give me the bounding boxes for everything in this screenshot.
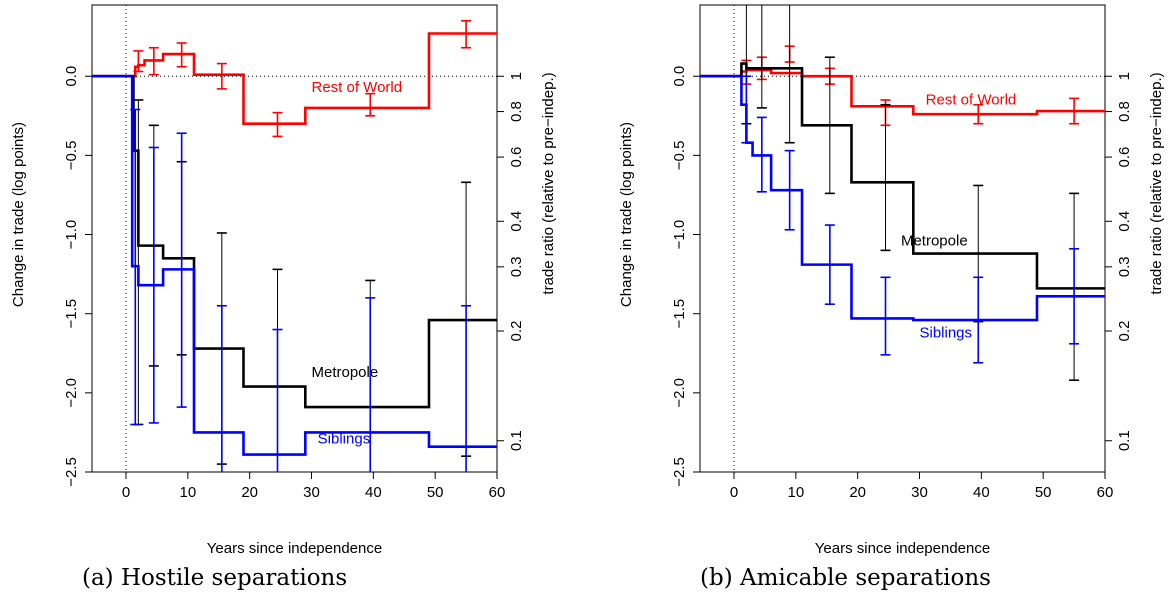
caption-panel-b: (b) Amicable separations: [700, 565, 991, 591]
errorbar-siblings: [176, 132, 187, 408]
errorbar-siblings: [148, 146, 159, 424]
caption-panel-a: (a) Hostile separations: [82, 565, 348, 591]
errorbar-rest-of-world: [148, 46, 159, 76]
y-right-axis-label: trade ratio (relative to pre−indep.): [540, 72, 557, 294]
x-tick-label: 0: [730, 484, 738, 501]
y-axis-label: Change in trade (log points): [10, 122, 27, 307]
x-tick-label: 60: [1097, 484, 1114, 501]
series-line-siblings: [700, 74, 1105, 322]
x-tick-label: 10: [787, 484, 804, 501]
errorbar-metropole: [784, 5, 795, 144]
y-right-tick-label: 0.8: [508, 101, 525, 122]
y-right-tick-label: 0.2: [508, 321, 525, 342]
series-line-rest-of-world: [92, 32, 497, 126]
series-label-metropole: Metropole: [312, 364, 379, 381]
series-line-siblings: [92, 74, 497, 456]
x-tick-label: 40: [365, 484, 382, 501]
errorbar-rest-of-world: [216, 62, 227, 90]
y-tick-label: −1.5: [671, 299, 688, 329]
plot-frame: [91, 4, 498, 473]
y-tick-label: −2.5: [63, 457, 80, 487]
y-tick-label: −1.5: [63, 299, 80, 329]
errorbar-siblings: [1069, 247, 1080, 345]
y-tick-label: −0.5: [671, 141, 688, 171]
errorbar-metropole: [756, 5, 767, 109]
y-tick-label: 0.0: [63, 66, 80, 87]
y-tick-label: −2.0: [671, 378, 688, 408]
plot-frame: [699, 4, 1106, 473]
y-axis-label: Change in trade (log points): [618, 122, 635, 307]
series-label-siblings: Siblings: [318, 431, 371, 448]
y-right-axis-label: trade ratio (relative to pre−indep.): [1148, 72, 1165, 294]
y-tick-label: −1.0: [671, 220, 688, 250]
errorbar-siblings: [272, 328, 283, 472]
errorbar-siblings: [365, 297, 376, 472]
errorbar-rest-of-world: [133, 50, 144, 73]
y-right-tick-label: 0.3: [508, 256, 525, 277]
series-label-rest-of-world: Rest of World: [312, 79, 403, 96]
y-tick-label: −2.5: [671, 457, 688, 487]
errorbar-siblings: [824, 224, 835, 305]
x-axis-label: Years since independence: [207, 540, 382, 557]
errorbar-siblings: [784, 149, 795, 231]
y-right-tick-label: 0.1: [1116, 430, 1133, 451]
errorbar-siblings: [880, 276, 891, 356]
errorbar-metropole: [880, 103, 891, 252]
x-tick-label: 20: [241, 484, 258, 501]
errorbar-rest-of-world: [272, 111, 283, 138]
y-tick-label: 0.0: [671, 66, 688, 87]
errorbar-rest-of-world: [1069, 97, 1080, 125]
x-tick-label: 50: [427, 484, 444, 501]
errorbar-rest-of-world: [176, 42, 187, 68]
errorbar-rest-of-world: [365, 92, 376, 117]
errorbar-siblings: [130, 108, 141, 426]
errorbar-siblings: [973, 276, 984, 364]
y-right-tick-label: 0.1: [508, 430, 525, 451]
y-tick-label: −0.5: [63, 141, 80, 171]
errorbar-metropole: [824, 56, 835, 195]
x-tick-label: 10: [179, 484, 196, 501]
x-tick-label: 0: [122, 484, 130, 501]
series-label-metropole: Metropole: [901, 233, 968, 250]
y-right-tick-label: 0.8: [1116, 101, 1133, 122]
series-label-siblings: Siblings: [920, 324, 973, 341]
y-right-tick-label: 1: [508, 72, 525, 80]
errorbar-rest-of-world: [461, 20, 472, 49]
x-tick-label: 50: [1035, 484, 1052, 501]
panel-amicable-separations: 0 10 20 30 40 50 60 Years since independence 0.0…: [618, 4, 1165, 557]
y-right-tick-label: 0.6: [1116, 147, 1133, 168]
x-axis-label: Years since independence: [815, 540, 990, 557]
y-right-tick-label: 0.4: [1116, 211, 1133, 232]
y-right-tick-label: 0.4: [508, 211, 525, 232]
y-tick-label: −1.0: [63, 220, 80, 250]
y-right-tick-label: 0.6: [508, 147, 525, 168]
errorbar-siblings: [756, 116, 767, 193]
errorbar-siblings: [741, 75, 752, 144]
errorbar-siblings: [461, 304, 472, 472]
y-right-tick-label: 0.3: [1116, 256, 1133, 277]
x-tick-label: 20: [849, 484, 866, 501]
errorbar-siblings: [216, 304, 227, 472]
x-tick-label: 30: [303, 484, 320, 501]
series-line-metropole: [700, 62, 1105, 290]
x-tick-label: 30: [911, 484, 928, 501]
y-right-tick-label: 1: [1116, 72, 1133, 80]
errorbar-rest-of-world: [973, 103, 984, 125]
y-tick-label: −2.0: [63, 378, 80, 408]
series-label-rest-of-world: Rest of World: [926, 92, 1017, 109]
x-tick-label: 40: [973, 484, 990, 501]
x-tick-label: 60: [489, 484, 506, 501]
y-right-tick-label: 0.2: [1116, 321, 1133, 342]
panel-hostile-separations: 0 10 20 30 40 50 60 Years since independence 0.0…: [10, 4, 557, 557]
